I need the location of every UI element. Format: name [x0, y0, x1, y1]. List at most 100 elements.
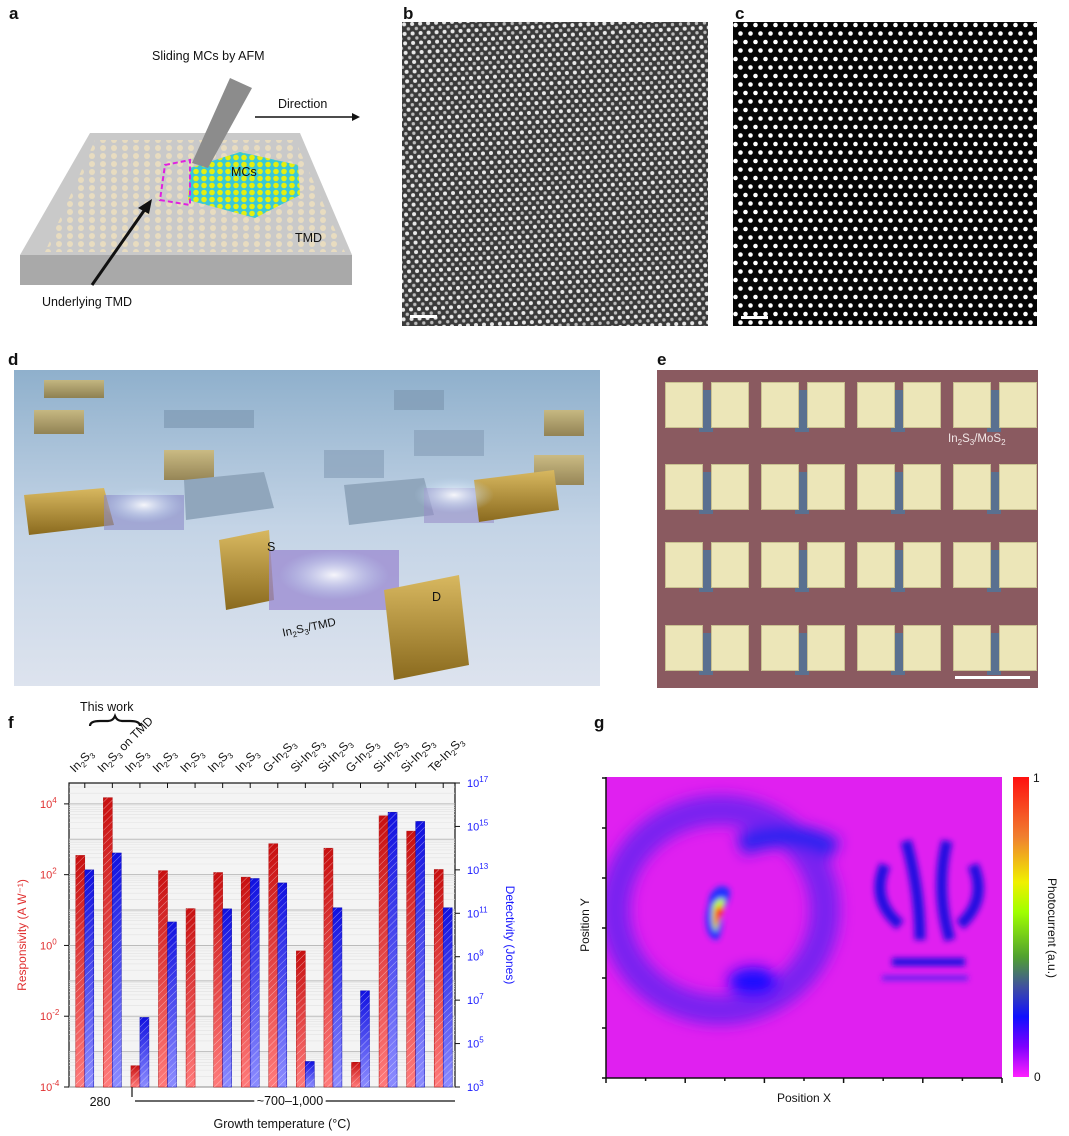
afm-label: Sliding MCs by AFM: [152, 49, 265, 63]
panel-f-label: f: [8, 713, 14, 732]
photocurrent-map: 1 0 Photocurrent (a.u.) Position X Posit…: [578, 771, 1059, 1105]
electrode-pad: [665, 382, 703, 428]
electrode-pad: [999, 464, 1037, 510]
electrode-pad: [711, 464, 749, 510]
optical-micrograph: [657, 370, 1038, 688]
afm-sliding-schematic: [20, 78, 360, 286]
bar-hatch: [268, 843, 278, 1087]
category-label: In2S3: [150, 746, 181, 777]
dashed-outline: [158, 158, 191, 207]
bar-hatch: [443, 907, 453, 1087]
bar-hatch: [305, 1061, 315, 1087]
bar-hatch: [434, 869, 444, 1087]
drain-label: D: [432, 590, 442, 604]
colorbar-min-label: 0: [1034, 1070, 1041, 1084]
electrode-pad: [761, 464, 799, 510]
stem-image-b: [402, 22, 708, 326]
bar-hatch: [388, 812, 398, 1087]
electrode-pad: [807, 542, 845, 588]
direction-arrowhead: [352, 113, 360, 121]
colorbar-max-label: 1: [1033, 771, 1040, 785]
bar-hatch: [379, 815, 389, 1087]
y2-tick-label: 1013: [467, 862, 489, 877]
electrode-pad: [857, 382, 895, 428]
underlying-arrowhead: [138, 199, 152, 214]
underlying-arrow: [90, 204, 150, 286]
electrode-pad: [953, 382, 991, 428]
bar-hatch: [213, 872, 223, 1087]
this-work-label: This work: [80, 700, 134, 714]
category-label: In2S3: [232, 746, 263, 777]
y2-tick-label: 107: [467, 992, 484, 1007]
hotspot: [705, 886, 730, 940]
y-tick-label: 10-4: [40, 1079, 60, 1094]
device-mid: [24, 470, 559, 535]
this-work-brace: [88, 713, 142, 727]
electrode-pad: [857, 625, 895, 671]
bar-hatch: [332, 907, 342, 1087]
y2-tick-label: 105: [467, 1036, 484, 1051]
bar-hatch: [112, 852, 122, 1087]
electrode-pad: [665, 625, 703, 671]
bar-hatch: [250, 878, 260, 1087]
scale-bar: [410, 315, 437, 318]
heatmap-axes: [602, 777, 1003, 1083]
y2-tick-label: 1017: [467, 775, 489, 790]
direction-label: Direction: [278, 97, 328, 111]
y2-tick-label: 109: [467, 949, 484, 964]
panel-g-label: g: [594, 713, 605, 732]
colorbar-label: Photocurrent (a.u.): [1045, 878, 1059, 978]
electrode-pad: [857, 542, 895, 588]
y-axis-label: Responsivity (A W⁻¹): [15, 879, 29, 991]
electrode-pad: [761, 542, 799, 588]
electrode-pad: [807, 625, 845, 671]
bar-hatch: [323, 848, 333, 1087]
category-label: In2S3: [205, 746, 236, 777]
panel-e-label: e: [657, 350, 667, 369]
electrode-pad: [999, 625, 1037, 671]
y2-axis-label: Detectivity (Jones): [503, 886, 517, 985]
electrode-pad: [953, 625, 991, 671]
mcs-label: MCs: [231, 165, 257, 179]
colorbar: [1013, 777, 1029, 1077]
electrode-pad: [999, 542, 1037, 588]
category-label: In2S3: [177, 746, 208, 777]
y2-tick-label: 1011: [467, 905, 488, 920]
x-axis-label: Growth temperature (°C): [214, 1117, 351, 1131]
x-group-label: ~700–1,000: [257, 1094, 323, 1108]
bar-hatch: [415, 821, 425, 1087]
in2s3-mos2-label: In2S3/MoS2: [948, 433, 1006, 447]
bar-hatch: [130, 1065, 140, 1087]
panel-a-label: a: [9, 4, 19, 23]
device-back: [34, 380, 584, 485]
tmd-label: TMD: [295, 231, 323, 245]
y2-tick-label: 1015: [467, 818, 489, 833]
simulated-image-c: [733, 22, 1037, 326]
source-label: S: [267, 540, 276, 554]
device-front: [219, 530, 469, 680]
electrode-pad: [903, 625, 941, 671]
bar-hatch: [75, 855, 85, 1087]
electrode-pad: [953, 542, 991, 588]
electrode-pad: [903, 464, 941, 510]
electrode-pad: [665, 542, 703, 588]
bar-hatch: [241, 877, 251, 1087]
bar-hatch: [167, 921, 177, 1087]
x-axis-label: Position X: [777, 1091, 831, 1105]
heatmap: [606, 777, 1002, 1078]
bar-hatch: [103, 797, 113, 1087]
bar-hatch: [186, 908, 196, 1087]
mc-crystal: [188, 152, 300, 218]
bar-hatch: [360, 990, 370, 1087]
panel-d-label: d: [8, 350, 19, 369]
bar-hatch: [139, 1017, 149, 1087]
category-label: In2S3: [67, 746, 98, 777]
bar-hatch: [296, 950, 306, 1087]
electrode-pad: [761, 382, 799, 428]
y-tick-label: 102: [40, 867, 57, 882]
electrode-pad: [999, 382, 1037, 428]
x-group-label: 280: [90, 1095, 111, 1109]
y-tick-label: 104: [40, 796, 57, 811]
